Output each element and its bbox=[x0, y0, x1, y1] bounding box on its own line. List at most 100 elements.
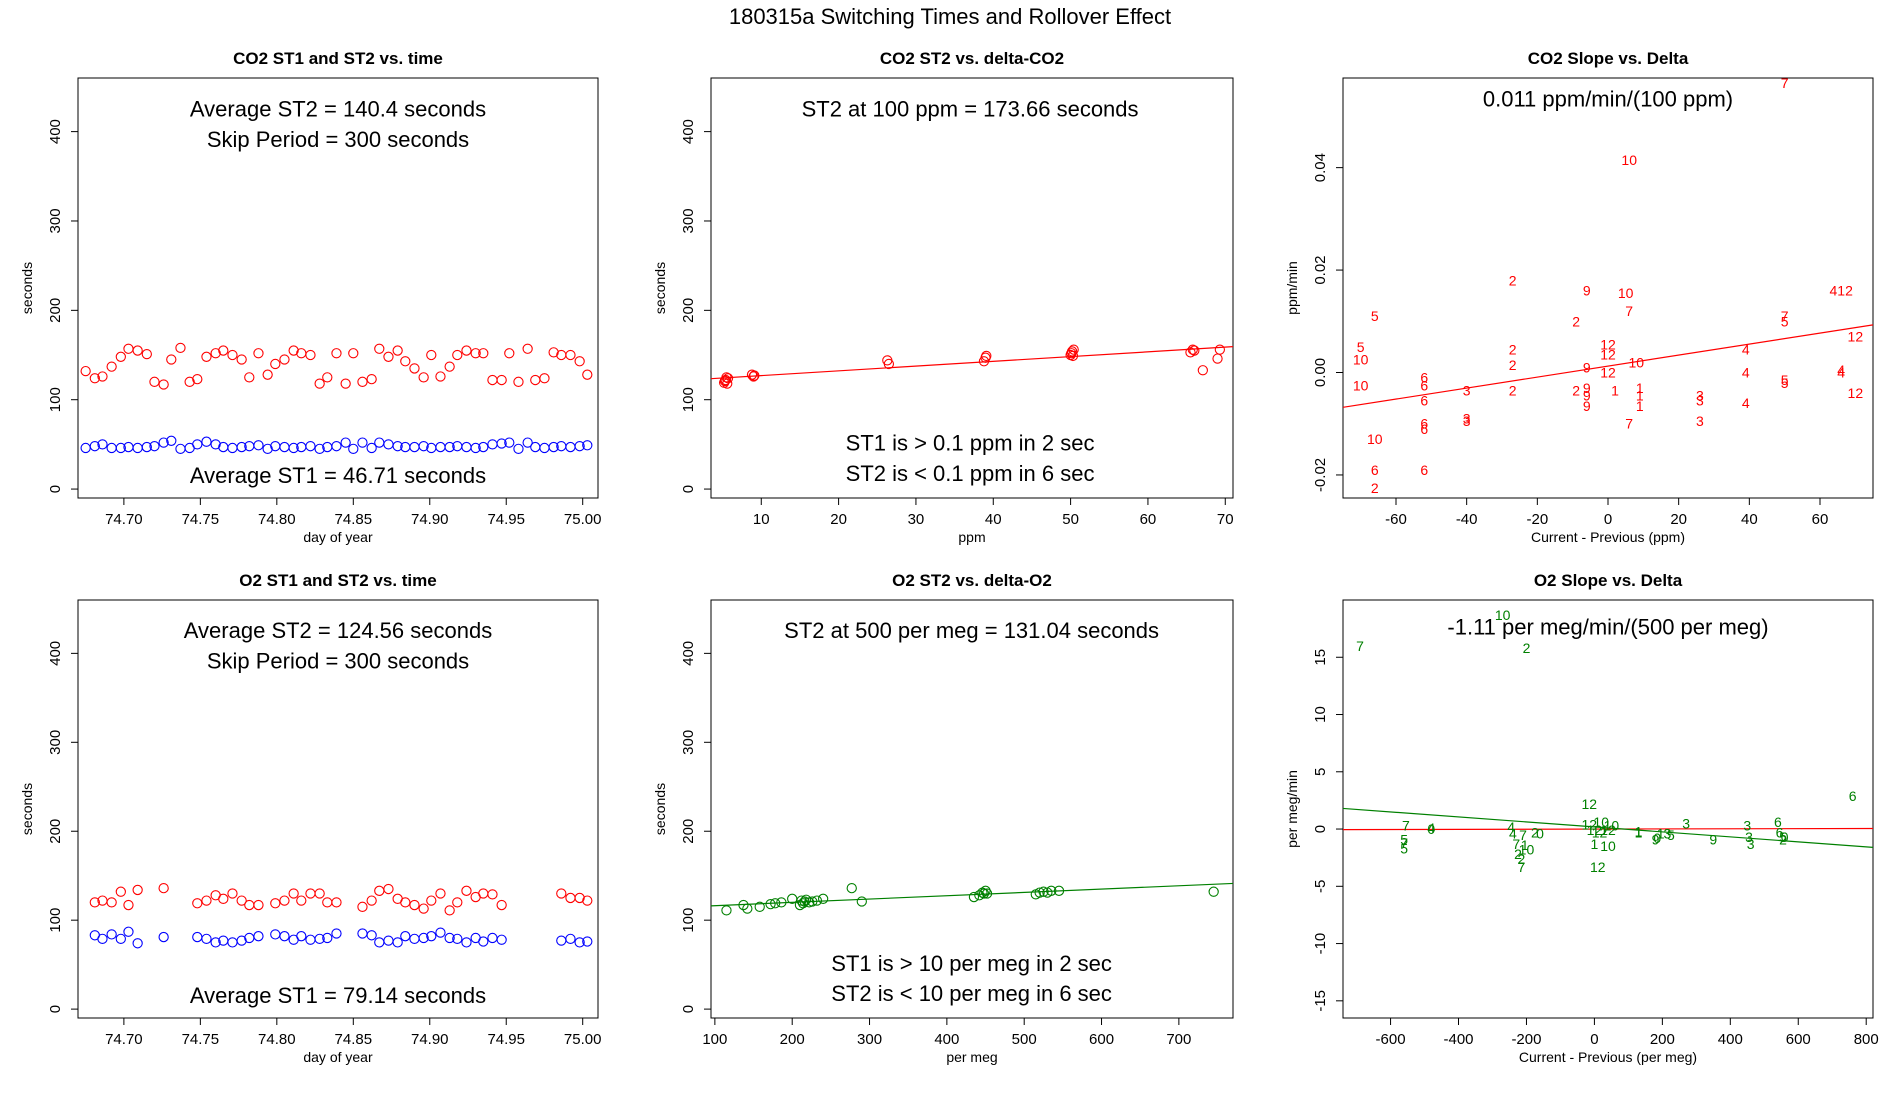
series-0: 7105521010106666666333222222999991212121… bbox=[1353, 75, 1863, 496]
data-point bbox=[366, 895, 377, 906]
data-point bbox=[574, 356, 585, 367]
fit-line bbox=[710, 882, 1234, 907]
data-point bbox=[97, 933, 108, 944]
data-point-label: 10 bbox=[1593, 814, 1609, 830]
data-point bbox=[340, 437, 351, 448]
chart-co2-st2-delta: CO2 ST2 vs. delta-CO2 10 20 30 40 50 60 70 0 100 2… bbox=[652, 49, 1234, 545]
data-point-label: 12 bbox=[1600, 347, 1616, 363]
data-point-label: 5 bbox=[1400, 831, 1408, 847]
data-point bbox=[977, 887, 988, 898]
chart-annotation: Average ST1 = 46.71 seconds bbox=[190, 463, 486, 488]
data-point-label: 0 bbox=[1653, 830, 1661, 846]
data-point bbox=[97, 439, 108, 450]
data-point bbox=[981, 350, 992, 362]
data-point bbox=[1053, 885, 1065, 896]
fit-line bbox=[1342, 807, 1874, 848]
data-point bbox=[800, 894, 812, 905]
plot-frame bbox=[1342, 599, 1874, 1019]
data-point bbox=[374, 437, 385, 448]
data-point bbox=[548, 441, 559, 453]
data-point bbox=[1208, 886, 1219, 897]
data-point-label: 4 bbox=[1837, 362, 1845, 378]
data-point-label: 2 bbox=[1572, 313, 1580, 329]
data-point bbox=[418, 372, 429, 383]
x-axis-label: day of year bbox=[303, 529, 373, 545]
data-point-label: 5 bbox=[1781, 372, 1789, 388]
data-point bbox=[392, 937, 403, 948]
data-point-label: 4 bbox=[1507, 819, 1515, 835]
data-point-label: 9 bbox=[1709, 831, 1717, 847]
data-point bbox=[530, 441, 541, 453]
x-tick-label: 74.75 bbox=[182, 1031, 220, 1048]
y-tick-label: 300 bbox=[680, 730, 697, 755]
data-point-label: 4 bbox=[1742, 341, 1750, 357]
data-point-label: 1 bbox=[1611, 382, 1619, 398]
y-tick-label: 400 bbox=[680, 119, 697, 144]
x-tick-label: 100 bbox=[702, 1031, 727, 1048]
data-point bbox=[461, 441, 472, 453]
data-point-label: 0 bbox=[1536, 826, 1544, 842]
data-point bbox=[461, 885, 472, 896]
data-point bbox=[530, 374, 541, 386]
data-point bbox=[452, 897, 463, 908]
data-point-label: 12 bbox=[1592, 824, 1608, 840]
data-point-label: 9 bbox=[1583, 398, 1591, 414]
y-tick-label: -15 bbox=[1312, 990, 1329, 1012]
data-point bbox=[418, 441, 429, 452]
y-tick-label: 300 bbox=[47, 208, 64, 233]
data-point bbox=[253, 899, 264, 911]
fit-line bbox=[710, 346, 1234, 380]
data-point bbox=[799, 896, 810, 907]
data-point bbox=[846, 883, 857, 894]
data-point bbox=[461, 937, 472, 948]
data-point-label: 10 bbox=[1621, 152, 1637, 168]
data-point bbox=[574, 892, 585, 904]
x-axis-label: day of year bbox=[303, 1049, 373, 1065]
data-point-label: 12 bbox=[1600, 365, 1616, 381]
data-point bbox=[106, 929, 117, 940]
data-point bbox=[210, 439, 221, 450]
data-point-label: 3 bbox=[1664, 826, 1672, 842]
data-point bbox=[201, 895, 212, 906]
x-axis-label: Current - Previous (ppm) bbox=[1531, 529, 1685, 545]
data-point-label: 1 bbox=[1636, 388, 1644, 404]
data-point bbox=[426, 931, 437, 942]
data-point bbox=[288, 888, 299, 899]
data-point bbox=[305, 934, 316, 945]
data-point bbox=[807, 896, 818, 907]
data-point-label: 9 bbox=[1652, 831, 1660, 847]
data-point-label: 5 bbox=[1371, 308, 1379, 324]
data-point bbox=[392, 441, 403, 452]
data-point-label: 7 bbox=[1781, 308, 1789, 324]
data-point bbox=[749, 370, 760, 381]
chart-annotation: 0.011 ppm/min/(100 ppm) bbox=[1483, 86, 1733, 111]
data-point bbox=[80, 365, 91, 377]
x-tick-label: 0 bbox=[1590, 1031, 1598, 1048]
data-point-label: 3 bbox=[1696, 393, 1704, 409]
data-point bbox=[115, 933, 126, 944]
data-point bbox=[314, 933, 325, 944]
data-point bbox=[452, 933, 463, 944]
data-point bbox=[123, 926, 134, 937]
data-point-label: 7 bbox=[1781, 75, 1789, 91]
data-point bbox=[1187, 344, 1198, 355]
data-point bbox=[244, 899, 255, 911]
data-point-label: 7 bbox=[1512, 836, 1520, 852]
data-point bbox=[470, 348, 481, 359]
data-point bbox=[374, 885, 385, 896]
y-tick-label: 0 bbox=[1312, 825, 1329, 833]
data-point bbox=[89, 897, 100, 908]
data-point bbox=[357, 928, 368, 939]
y-tick-label: 200 bbox=[47, 819, 64, 844]
x-tick-label: 60 bbox=[1812, 511, 1829, 528]
data-point bbox=[227, 349, 238, 361]
data-point bbox=[227, 937, 238, 948]
data-point bbox=[582, 895, 593, 906]
data-point bbox=[722, 378, 733, 389]
data-point-label: 3 bbox=[1743, 818, 1751, 834]
data-point bbox=[270, 441, 281, 452]
data-point bbox=[210, 348, 221, 359]
series-0 bbox=[89, 883, 593, 916]
data-point bbox=[374, 343, 385, 354]
data-point bbox=[409, 899, 420, 911]
